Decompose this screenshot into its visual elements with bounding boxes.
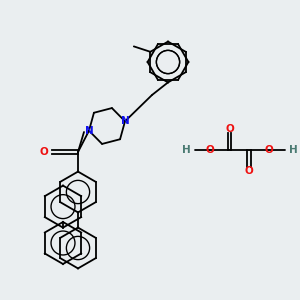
Text: H: H [289, 145, 298, 155]
Text: O: O [264, 145, 273, 155]
Text: O: O [206, 145, 214, 155]
Text: O: O [40, 147, 48, 157]
Text: H: H [182, 145, 191, 155]
Text: N: N [85, 126, 93, 136]
Text: O: O [225, 124, 234, 134]
Text: O: O [244, 166, 253, 176]
Text: N: N [121, 116, 129, 126]
